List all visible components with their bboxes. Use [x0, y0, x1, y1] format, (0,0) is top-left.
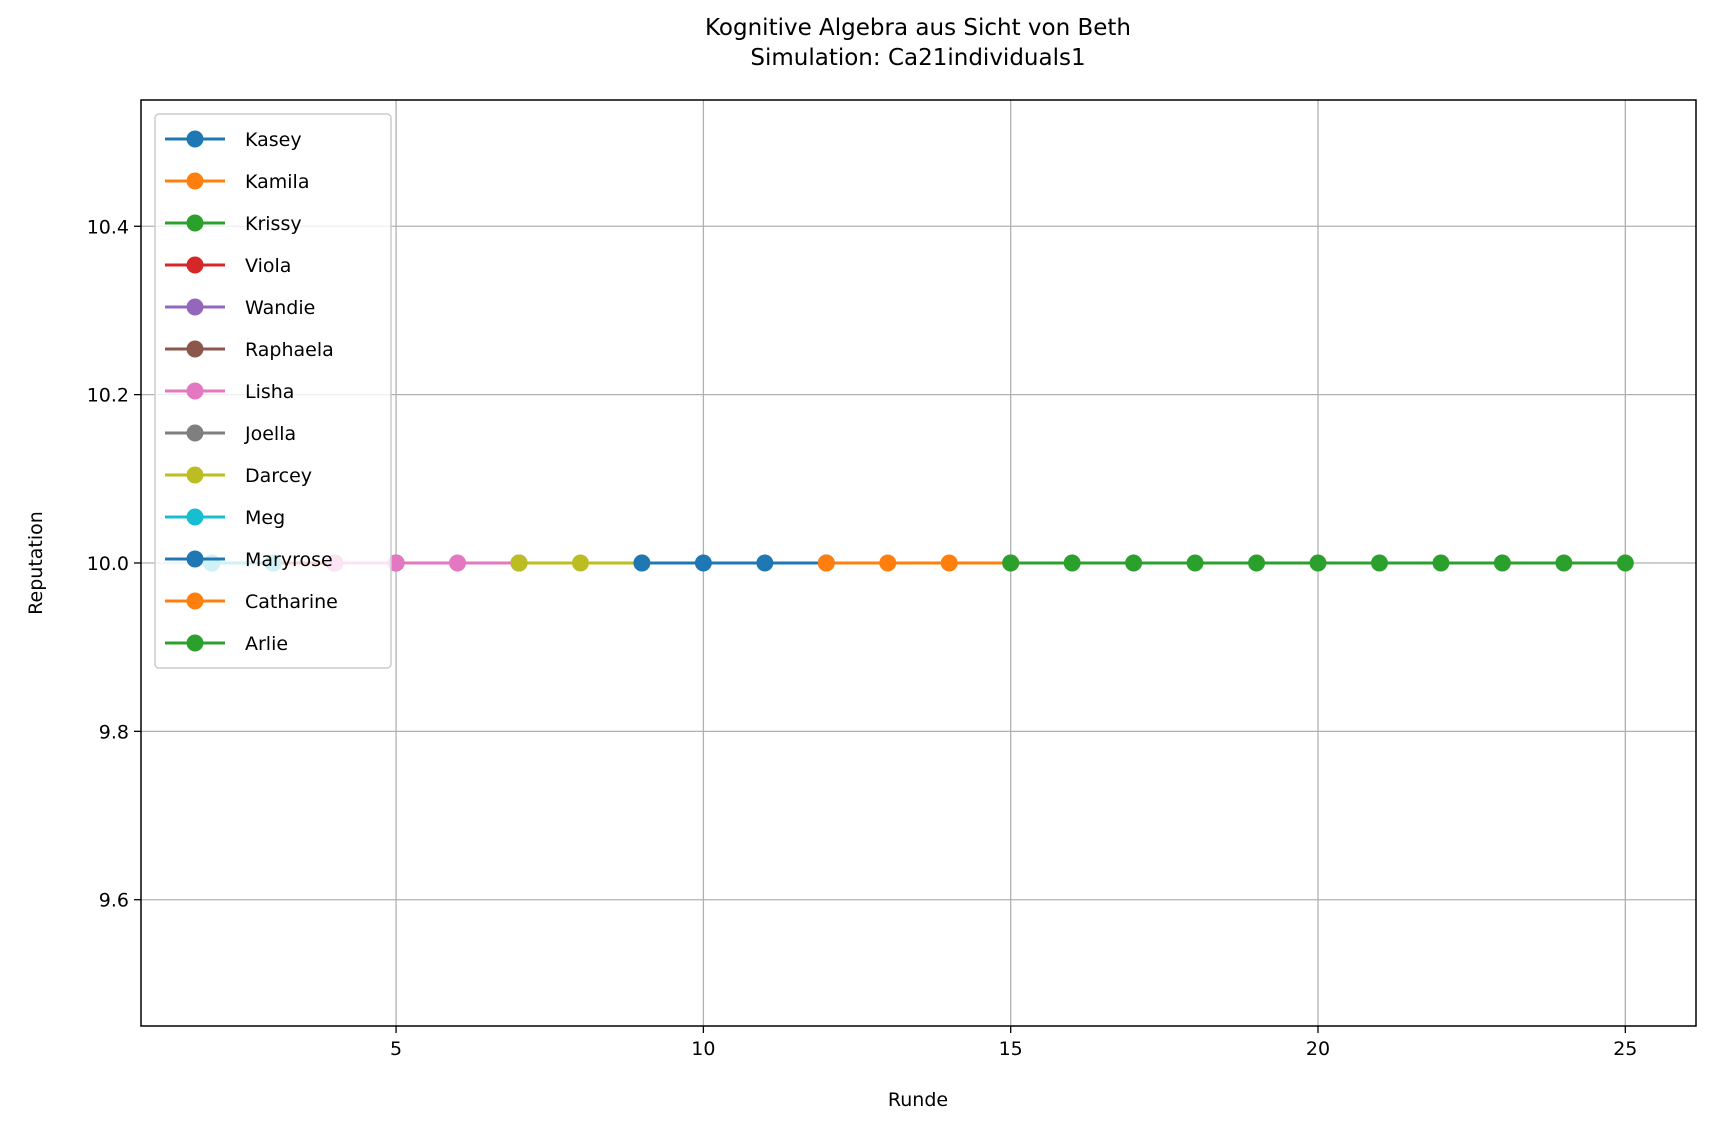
legend-item-maryrose: Maryrose — [165, 549, 333, 571]
legend-label: Krissy — [245, 213, 302, 235]
x-tick-label: 10 — [691, 1038, 715, 1060]
data-point-arlie — [1616, 554, 1634, 572]
legend-item-lisha: Lisha — [165, 381, 294, 403]
y-tick-label: 10.4 — [87, 216, 129, 238]
data-point-darcey — [510, 554, 528, 572]
legend-label: Raphaela — [245, 339, 334, 361]
legend-item-catharine: Catharine — [165, 591, 338, 613]
legend-label: Arlie — [245, 633, 288, 655]
legend-label: Joella — [244, 423, 296, 445]
legend-item-arlie: Arlie — [165, 633, 288, 655]
data-point-maryrose — [694, 554, 712, 572]
legend-item-kamila: Kamila — [165, 171, 309, 193]
chart-subtitle: Simulation: Ca21individuals1 — [750, 45, 1085, 71]
data-point-arlie — [1125, 554, 1143, 572]
legend-marker — [186, 634, 204, 652]
data-point-arlie — [1248, 554, 1266, 572]
legend-label: Meg — [245, 507, 285, 529]
legend-label: Kamila — [245, 171, 309, 193]
legend-marker — [186, 592, 204, 610]
legend-marker — [186, 550, 204, 568]
legend-marker — [186, 256, 204, 274]
data-point-catharine — [879, 554, 897, 572]
legend-item-meg: Meg — [165, 507, 285, 529]
legend-item-kasey: Kasey — [165, 129, 302, 151]
chart-title: Kognitive Algebra aus Sicht von Beth — [705, 15, 1131, 41]
data-point-darcey — [571, 554, 589, 572]
legend-label: Wandie — [245, 297, 315, 319]
legend-label: Viola — [245, 255, 291, 277]
legend-marker — [186, 382, 204, 400]
y-axis-label: Reputation — [25, 511, 47, 615]
y-tick-label: 9.8 — [99, 721, 129, 743]
legend-marker — [186, 466, 204, 484]
data-point-arlie — [1555, 554, 1573, 572]
x-tick-label: 15 — [999, 1038, 1023, 1060]
data-point-lisha — [387, 554, 405, 572]
data-point-maryrose — [756, 554, 774, 572]
y-tick-label: 10.0 — [87, 553, 129, 575]
data-point-arlie — [1002, 554, 1020, 572]
legend-item-wandie: Wandie — [165, 297, 315, 319]
y-tick-label: 10.2 — [87, 385, 129, 407]
legend-item-krissy: Krissy — [165, 213, 302, 235]
legend-marker — [186, 130, 204, 148]
data-point-catharine — [817, 554, 835, 572]
legend-marker — [186, 298, 204, 316]
legend-label: Lisha — [245, 381, 294, 403]
data-point-arlie — [1370, 554, 1388, 572]
data-point-arlie — [1309, 554, 1327, 572]
legend-box — [154, 113, 392, 669]
legend-marker — [186, 340, 204, 358]
legend-label: Darcey — [245, 465, 312, 487]
legend-marker — [186, 508, 204, 526]
x-tick-label: 25 — [1613, 1038, 1637, 1060]
data-point-arlie — [1493, 554, 1511, 572]
legend-item-darcey: Darcey — [165, 465, 312, 487]
legend-marker — [186, 214, 204, 232]
legend-item-joella: Joella — [165, 423, 296, 445]
legend-item-raphaela: Raphaela — [165, 339, 334, 361]
y-tick-label: 9.6 — [99, 890, 129, 912]
x-axis-label: Runde — [888, 1089, 948, 1111]
data-point-maryrose — [633, 554, 651, 572]
data-point-lisha — [449, 554, 467, 572]
legend: Kasey Kamila Krissy Viola Wandie Raphaela Lish… — [154, 113, 392, 669]
legend-label: Catharine — [245, 591, 338, 613]
data-point-arlie — [1063, 554, 1081, 572]
legend-item-viola: Viola — [165, 255, 291, 277]
legend-label: Kasey — [245, 129, 302, 151]
legend-marker — [186, 172, 204, 190]
data-point-arlie — [1186, 554, 1204, 572]
data-point-catharine — [940, 554, 958, 572]
legend-label: Maryrose — [245, 549, 333, 571]
x-tick-label: 5 — [390, 1038, 402, 1060]
x-tick-label: 20 — [1306, 1038, 1330, 1060]
data-point-arlie — [1432, 554, 1450, 572]
legend-marker — [186, 424, 204, 442]
plot-frame — [140, 99, 1697, 1027]
